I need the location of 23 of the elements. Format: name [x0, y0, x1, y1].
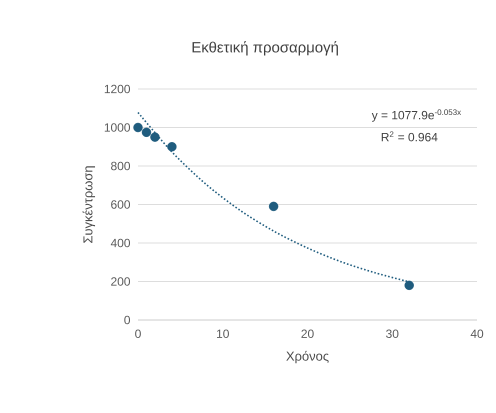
y-tick-label: 600	[111, 200, 130, 209]
x-axis-title: Χρόνος	[286, 350, 329, 364]
point	[268, 202, 278, 212]
point	[133, 122, 143, 132]
point	[167, 142, 177, 152]
y-tick-label: 0	[124, 316, 130, 324]
y-tick-label: 800	[111, 162, 130, 170]
y-tick-label: 200	[111, 277, 130, 286]
y-axis-title: Συγκέντρωση	[82, 166, 96, 243]
y-tick-label: 1000	[104, 123, 130, 132]
annotation: R$^{2}$ = 0.964	[382, 131, 438, 142]
x-tick-label: 10	[217, 330, 229, 338]
point	[404, 280, 414, 290]
point	[150, 132, 160, 142]
x-tick-label: 40	[470, 330, 484, 338]
point	[142, 128, 152, 138]
chart-title: Εκθετική προσαρμογή	[192, 41, 338, 56]
annotation: y = 1077.9e$^{-0.053x}$	[372, 109, 462, 122]
y-tick-label: 1200	[104, 84, 130, 94]
y-tick-label: 400	[110, 238, 130, 248]
x-tick-label: 30	[386, 330, 398, 338]
x-tick-label: 20	[301, 330, 314, 338]
x-tick-label: 0	[135, 330, 141, 338]
